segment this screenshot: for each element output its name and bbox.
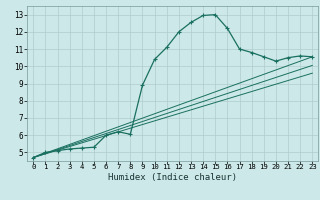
X-axis label: Humidex (Indice chaleur): Humidex (Indice chaleur) xyxy=(108,173,237,182)
